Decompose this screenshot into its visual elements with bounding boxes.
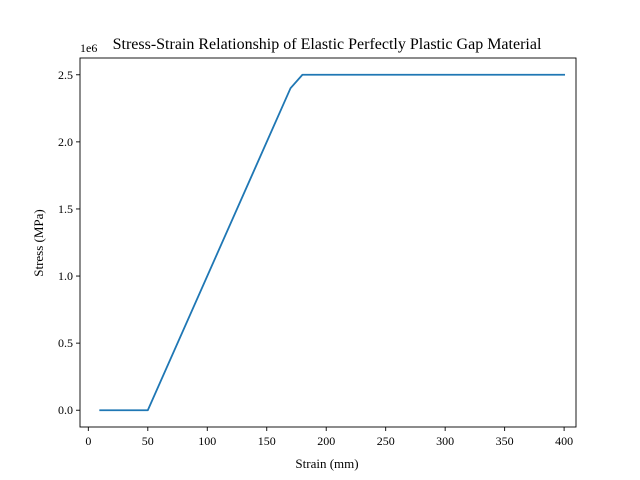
y-tick-label: 1.5 bbox=[58, 202, 73, 216]
x-tick-label: 400 bbox=[555, 434, 573, 448]
x-tick-label: 350 bbox=[496, 434, 514, 448]
x-tick-label: 100 bbox=[198, 434, 216, 448]
y-tick-label: 2.5 bbox=[58, 68, 73, 82]
y-tick-label: 0.5 bbox=[58, 336, 73, 350]
x-tick-label: 0 bbox=[85, 434, 91, 448]
plot-frame bbox=[79, 57, 577, 428]
x-tick-label: 250 bbox=[377, 434, 395, 448]
y-tick-label: 0.0 bbox=[58, 403, 73, 417]
x-tick-label: 50 bbox=[142, 434, 154, 448]
series-line-0 bbox=[99, 73, 566, 412]
y-tick-label: 1.0 bbox=[58, 269, 73, 283]
y-tick-label: 2.0 bbox=[58, 135, 73, 149]
y-axis-offset-label: 1e6 bbox=[80, 41, 97, 55]
plot-area: 0 50 100 150 200 250 300 350 400 0.0 0.5 1.0 1.5 2.0 2… bbox=[58, 57, 577, 448]
x-tick-label: 200 bbox=[317, 434, 335, 448]
chart-title: Stress-Strain Relationship of Elastic Pe… bbox=[113, 36, 542, 53]
x-tick-label: 150 bbox=[258, 434, 276, 448]
x-tick-label: 300 bbox=[436, 434, 454, 448]
x-axis-label: Strain (mm) bbox=[295, 456, 358, 471]
y-axis-label: Stress (MPa) bbox=[31, 209, 46, 277]
